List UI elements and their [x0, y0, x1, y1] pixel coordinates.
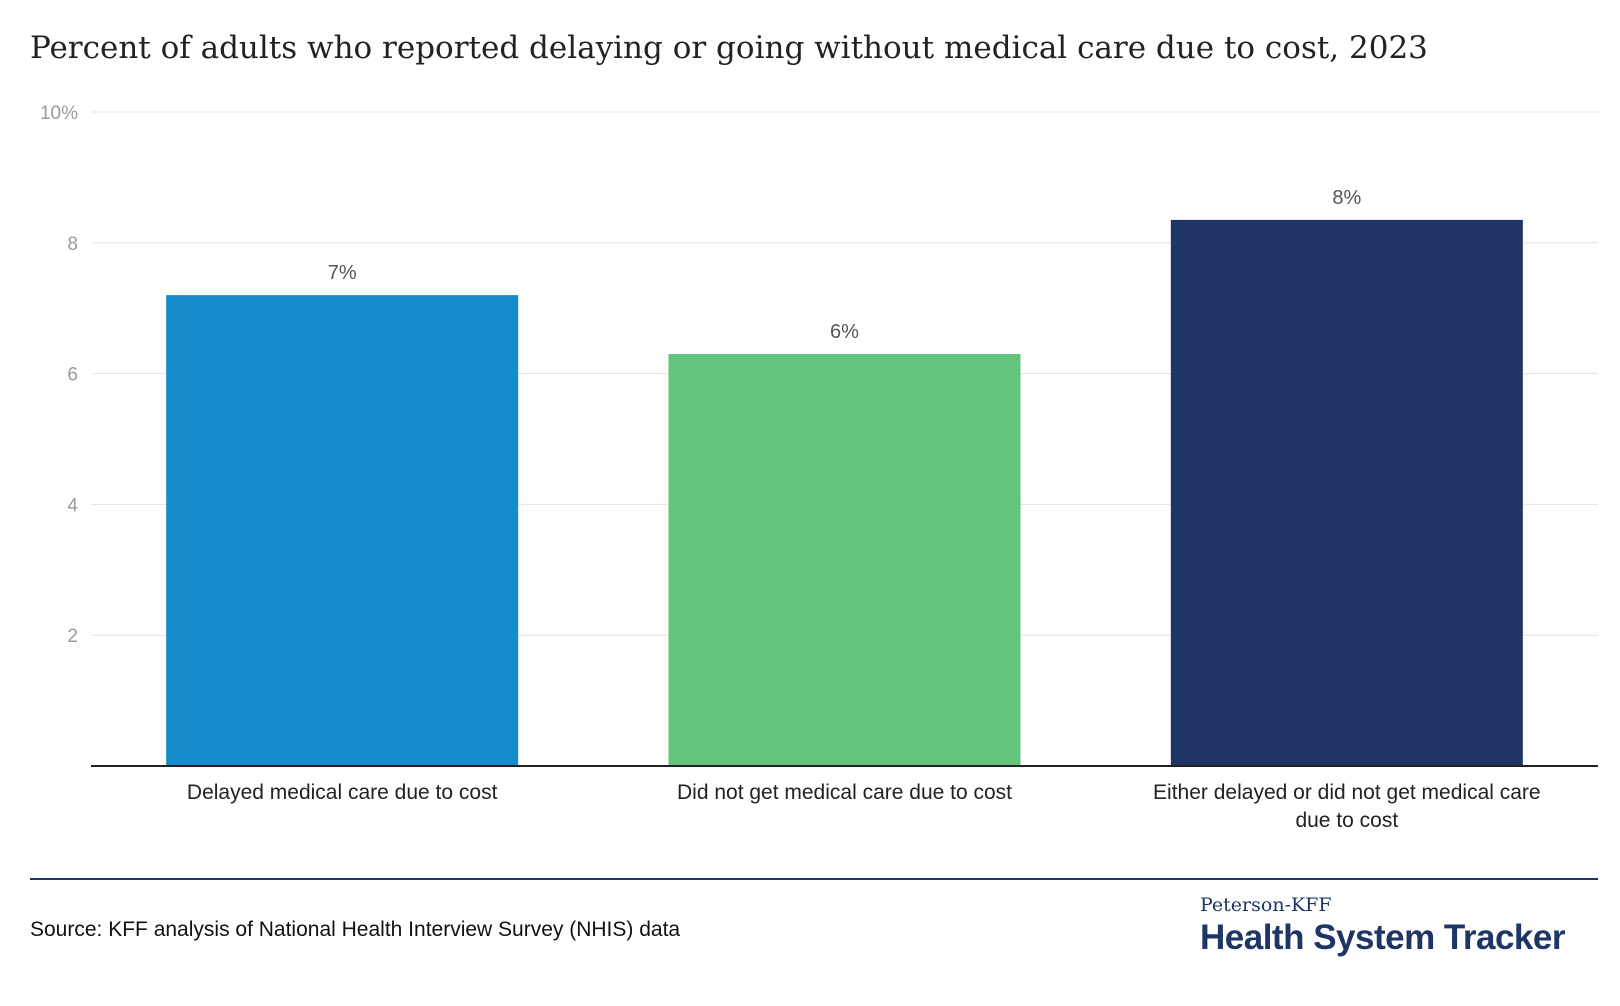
y-tick-label: 6 [67, 365, 78, 386]
data-label: 6% [830, 321, 859, 343]
y-tick-label: 10% [40, 103, 78, 124]
brand-logo: Peterson-KFF Health System Tracker [1200, 894, 1598, 958]
y-tick-label: 2 [67, 626, 78, 647]
x-category-label: Did not get medical care due to cost [677, 781, 1012, 804]
source-note: Source: KFF analysis of National Health … [30, 918, 681, 941]
chart-title: Percent of adults who reported delaying … [30, 30, 1428, 66]
bar [166, 295, 519, 766]
brand-main-text: Health System Tracker [1200, 918, 1565, 957]
bar-chart: 2 4 6 8 10% 7% Delayed medical care due to cos… [40, 103, 1598, 832]
y-tick-label: 8 [67, 234, 78, 255]
x-category-label: Delayed medical care due to cost [187, 781, 498, 804]
x-category-label: Either delayed or did not get medical ca… [1153, 781, 1541, 832]
y-tick-label: 4 [67, 495, 78, 516]
footer-divider [30, 878, 1598, 880]
bar [668, 353, 1021, 766]
brand-top-text: Peterson-KFF [1200, 894, 1332, 916]
data-label: 8% [1332, 187, 1361, 209]
data-label: 7% [328, 262, 357, 284]
bar [1170, 219, 1523, 766]
